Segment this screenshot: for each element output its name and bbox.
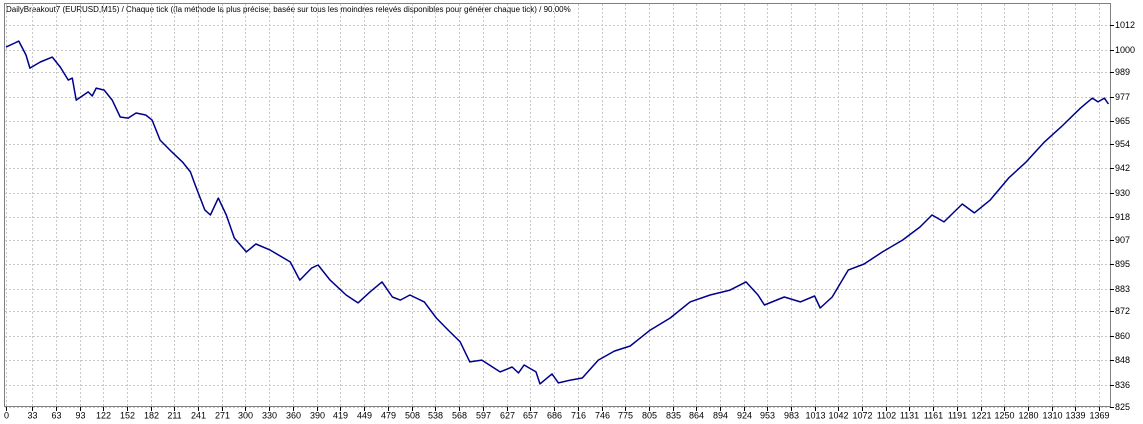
x-tick-label: 449 <box>357 410 372 420</box>
x-tick-label: 864 <box>689 410 704 420</box>
y-tick-label: 836 <box>1115 380 1130 390</box>
x-tick-label: 1310 <box>1042 410 1062 420</box>
plot-frame <box>4 3 1111 407</box>
x-tick-label: 271 <box>215 410 230 420</box>
y-tick-label: 954 <box>1115 139 1130 149</box>
y-tick-label: 1000 <box>1115 45 1135 55</box>
x-tick-label: 508 <box>405 410 420 420</box>
x-tick-label: 1161 <box>924 410 943 420</box>
y-tick-label: 1012 <box>1115 20 1135 30</box>
x-tick-label: 1369 <box>1089 410 1109 420</box>
x-tick-label: 894 <box>713 410 728 420</box>
x-tick-label: 122 <box>96 410 111 420</box>
x-tick-label: 835 <box>666 410 681 420</box>
y-tick-label: 907 <box>1115 235 1130 245</box>
x-tick-label: 1191 <box>948 410 967 420</box>
y-tick-label: 918 <box>1115 212 1130 222</box>
x-tick-label: 924 <box>737 410 752 420</box>
x-tick-label: 182 <box>144 410 159 420</box>
x-tick-label: 1280 <box>1018 410 1038 420</box>
x-tick-label: 805 <box>642 410 657 420</box>
x-tick-label: 93 <box>75 410 85 420</box>
x-tick-label: 1042 <box>828 410 848 420</box>
x-tick-label: 983 <box>784 410 799 420</box>
x-tick-label: 597 <box>476 410 491 420</box>
x-tick-label: 627 <box>500 410 515 420</box>
x-tick-label: 953 <box>760 410 775 420</box>
x-tick-label: 360 <box>286 410 301 420</box>
x-tick-label: 63 <box>51 410 61 420</box>
y-tick-label: 977 <box>1115 92 1130 102</box>
x-tick-label: 775 <box>618 410 633 420</box>
x-tick-label: 538 <box>428 410 443 420</box>
y-tick-label: 989 <box>1115 67 1130 77</box>
x-tick-label: 1013 <box>805 410 825 420</box>
y-tick-label: 872 <box>1115 306 1130 316</box>
x-tick-label: 390 <box>310 410 325 420</box>
x-tick-label: 1131 <box>900 410 919 420</box>
x-tick-label: 657 <box>523 410 538 420</box>
x-tick-label: 0 <box>4 410 9 420</box>
x-tick-label: 241 <box>191 410 206 420</box>
x-tick-label: 330 <box>262 410 277 420</box>
x-tick-label: 211 <box>167 410 181 420</box>
y-tick-label: 825 <box>1115 402 1130 412</box>
x-tick-label: 1072 <box>852 410 872 420</box>
equity-line <box>5 40 1110 385</box>
x-tick-label: 300 <box>238 410 253 420</box>
y-tick-label: 860 <box>1115 331 1130 341</box>
y-tick-label: 848 <box>1115 355 1130 365</box>
x-tick-label: 686 <box>547 410 562 420</box>
x-tick-label: 479 <box>381 410 396 420</box>
x-tick-label: 152 <box>120 410 135 420</box>
x-tick-label: 1339 <box>1065 410 1085 420</box>
y-tick-label: 930 <box>1115 188 1130 198</box>
x-tick-label: 1250 <box>994 410 1014 420</box>
x-tick-label: 568 <box>452 410 467 420</box>
x-tick-label: 419 <box>333 410 348 420</box>
x-tick-label: 1221 <box>971 410 991 420</box>
x-tick-label: 1102 <box>877 410 896 420</box>
y-tick-label: 895 <box>1115 259 1130 269</box>
x-tick-label: 746 <box>595 410 610 420</box>
y-tick-label: 883 <box>1115 284 1130 294</box>
chart-title: DailyBreakout7 (EURUSD,M15) / Chaque tic… <box>6 5 571 14</box>
x-tick-label: 716 <box>571 410 586 420</box>
x-tick-label: 33 <box>27 410 37 420</box>
y-tick-label: 965 <box>1115 116 1130 126</box>
y-tick-label: 942 <box>1115 163 1130 173</box>
